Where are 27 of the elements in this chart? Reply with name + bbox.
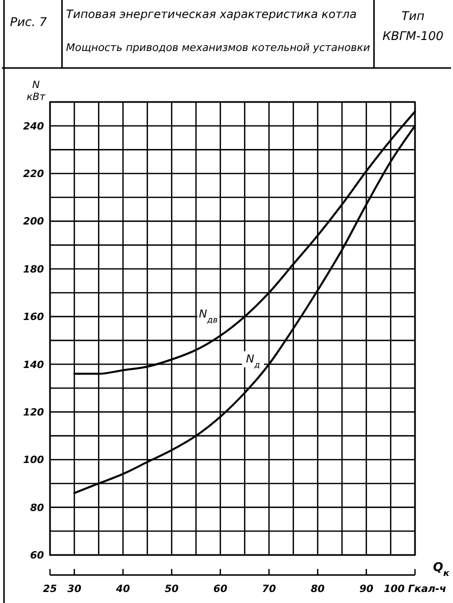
y-tick-label: 240 [23,121,44,132]
x-tick-label: 80 [310,584,325,595]
series-label: N$_{д}$ [246,352,260,370]
chart-title: Типовая энергетическая характеристика котла [66,7,357,21]
x-tick-label: 50 [164,584,179,595]
text: Тип КВГМ-100 [382,9,444,43]
x-tick-label: 25 [43,584,57,595]
y-tick-label: 200 [23,216,44,228]
y-tick-label: 120 [23,407,44,418]
x-tick-label: 60 [213,584,228,595]
y-axis-title: N кВт [26,80,47,103]
y-tick-label: 100 [23,455,44,466]
x-tick-label: 70 [262,584,276,595]
y-tick-label: 80 [30,502,44,514]
x-tick-label: 100 Гкал-ч [384,584,446,595]
y-tick-label: 180 [23,264,44,276]
y-tick-label: 140 [23,360,44,371]
y-tick-label: 160 [23,312,44,324]
x-tick-label: 40 [115,584,130,595]
text: Рис. 7 [10,15,48,29]
y-tick-label: 60 [30,550,44,562]
series-label: N$_{дв}$ [198,308,218,325]
y-tick-label: 220 [23,169,44,180]
x-axis-title: Q$_{к}$ [433,560,450,579]
x-tick-label: 30 [67,584,82,595]
x-tick-label: 90 [359,584,374,595]
chart-subtitle: Мощность приводов механизмов котельной установки [66,42,372,54]
